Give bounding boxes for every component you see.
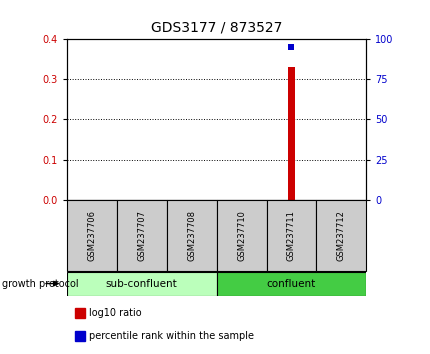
Bar (316, 200, 366, 271)
Title: GDS3177 / 873527: GDS3177 / 873527 (150, 21, 282, 35)
Text: GSM237712: GSM237712 (336, 210, 345, 261)
Text: GSM237710: GSM237710 (237, 210, 246, 261)
Bar (216, 200, 266, 271)
Bar (67, 272, 216, 296)
Text: sub-confluent: sub-confluent (106, 279, 177, 289)
Text: GSM237706: GSM237706 (87, 210, 96, 261)
Bar (216, 272, 366, 296)
Text: log10 ratio: log10 ratio (89, 308, 141, 318)
Text: GSM237707: GSM237707 (137, 210, 146, 261)
Text: GSM237711: GSM237711 (286, 210, 295, 261)
Bar (287, 67, 295, 200)
Text: confluent: confluent (266, 279, 315, 289)
Text: growth protocol: growth protocol (2, 279, 79, 289)
Bar (266, 200, 316, 271)
Bar (67, 200, 117, 271)
Text: percentile rank within the sample: percentile rank within the sample (89, 331, 254, 341)
Bar (117, 200, 166, 271)
Bar (166, 200, 216, 271)
Text: GSM237708: GSM237708 (187, 210, 196, 261)
